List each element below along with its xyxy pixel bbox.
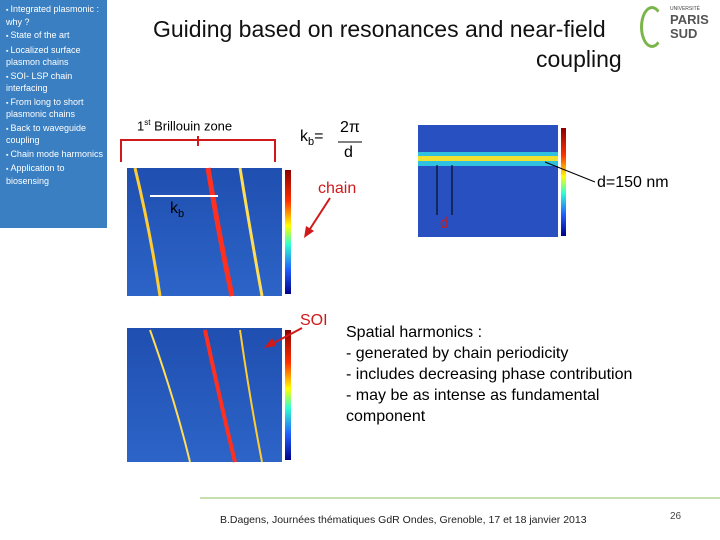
pointer	[544, 161, 596, 183]
sidebar-item: Application to biosensing	[6, 163, 103, 187]
numerator: 2π	[340, 119, 360, 136]
equals: =	[314, 128, 324, 145]
logo-text: SUD	[670, 26, 698, 41]
period-label: d=150 nm	[597, 174, 669, 191]
color-bar	[285, 170, 291, 294]
mode-streak	[203, 329, 237, 463]
arrow	[307, 197, 331, 233]
kb-label: kb	[170, 200, 184, 220]
sidebar-item: From long to short plasmonic chains	[6, 97, 103, 121]
soi-label: SOI	[300, 312, 328, 329]
bullet: - may be as intense as fundamental	[346, 387, 600, 404]
page-number: 26	[670, 511, 682, 522]
subscript: b	[308, 136, 315, 149]
title-line: coupling	[536, 46, 622, 72]
title-line: Guiding based on resonances and near-fie…	[153, 16, 606, 42]
arrow	[269, 327, 303, 346]
bullet: - includes decreasing phase contribution	[346, 366, 633, 383]
mode-streak	[238, 167, 264, 297]
bullet: - generated by chain periodicity	[346, 345, 569, 362]
mode-streak	[149, 329, 191, 463]
color-bar	[285, 330, 291, 460]
field-map	[127, 328, 282, 462]
denominator: d	[344, 144, 353, 161]
arrow-head	[264, 338, 276, 348]
logo-swirl	[640, 6, 664, 48]
ordinal-suffix: st	[144, 118, 151, 127]
logo-text: PARIS	[670, 12, 709, 27]
mode-streak	[205, 167, 235, 297]
sidebar-item: Integrated plasmonic : why ?	[6, 4, 103, 28]
heading: Spatial harmonics :	[346, 324, 483, 341]
subscript: b	[178, 208, 185, 221]
footer-citation: B.Dagens, Journées thématiques GdR Ondes…	[220, 514, 587, 526]
k: k	[300, 128, 308, 145]
logo-text: UNIVERSITÉ	[670, 6, 701, 12]
color-bar	[561, 128, 566, 236]
ordinal: 1	[137, 118, 145, 134]
field-map	[418, 125, 558, 237]
k: k	[170, 200, 178, 217]
sidebar-item: Localized surface plasmon chains	[6, 45, 103, 69]
sidebar-item: Chain mode harmonics	[6, 149, 103, 162]
sidebar-item: Back to waveguide coupling	[6, 123, 103, 147]
chain-label: chain	[318, 180, 357, 197]
mode-streak	[239, 329, 263, 463]
zone-text: Brillouin zone	[154, 118, 233, 134]
zone-label: 1st Brillouin zone	[137, 118, 232, 133]
body-text: Spatial harmonics : - generated by chain…	[346, 322, 632, 427]
bullet: component	[346, 408, 426, 425]
d-label: d	[440, 215, 449, 232]
formula-lhs: kb=	[300, 128, 323, 148]
sidebar-item: State of the art	[6, 30, 103, 43]
logo: UNIVERSITÉ PARIS SUD	[640, 4, 718, 48]
arrow-head	[304, 226, 314, 238]
chain-band	[418, 156, 558, 161]
field-map	[127, 168, 282, 296]
sidebar-item: SOI- LSP chain interfacing	[6, 71, 103, 95]
mode-streak	[133, 167, 162, 297]
sidebar: Integrated plasmonic : why ? State of th…	[0, 0, 107, 228]
